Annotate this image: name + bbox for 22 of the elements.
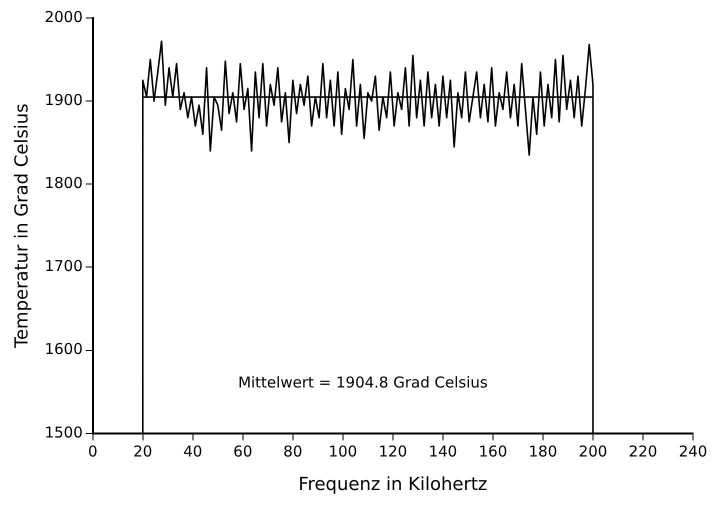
- y-tick-label: 1700: [44, 257, 83, 276]
- x-axis-title: Frequenz in Kilohertz: [298, 474, 488, 495]
- x-tick-label: 40: [183, 442, 202, 460]
- x-tick-label: 160: [478, 442, 508, 460]
- x-tick-label: 140: [428, 442, 458, 460]
- y-axis-title: Temperatur in Grad Celsius: [11, 103, 32, 349]
- x-tick-label: 60: [233, 442, 252, 460]
- y-tick-label: 1900: [44, 90, 83, 109]
- y-tick-label: 1500: [44, 423, 83, 442]
- x-tick-label: 180: [528, 442, 558, 460]
- annotation: Mittelwert = 1904.8 Grad Celsius: [238, 373, 488, 392]
- x-tick-label: 100: [328, 442, 358, 460]
- x-tick-label: 220: [628, 442, 658, 460]
- x-tick-label: 80: [283, 442, 302, 460]
- x-tick-label: 120: [378, 442, 408, 460]
- y-tick-label: 2000: [44, 8, 83, 26]
- x-tick-label: 200: [578, 442, 608, 460]
- y-tick-label: 1800: [44, 174, 83, 192]
- x-tick-label: 20: [133, 442, 152, 460]
- x-tick-label: 240: [678, 442, 708, 460]
- x-tick-label: 0: [88, 442, 98, 460]
- y-tick-label: 1600: [44, 340, 83, 358]
